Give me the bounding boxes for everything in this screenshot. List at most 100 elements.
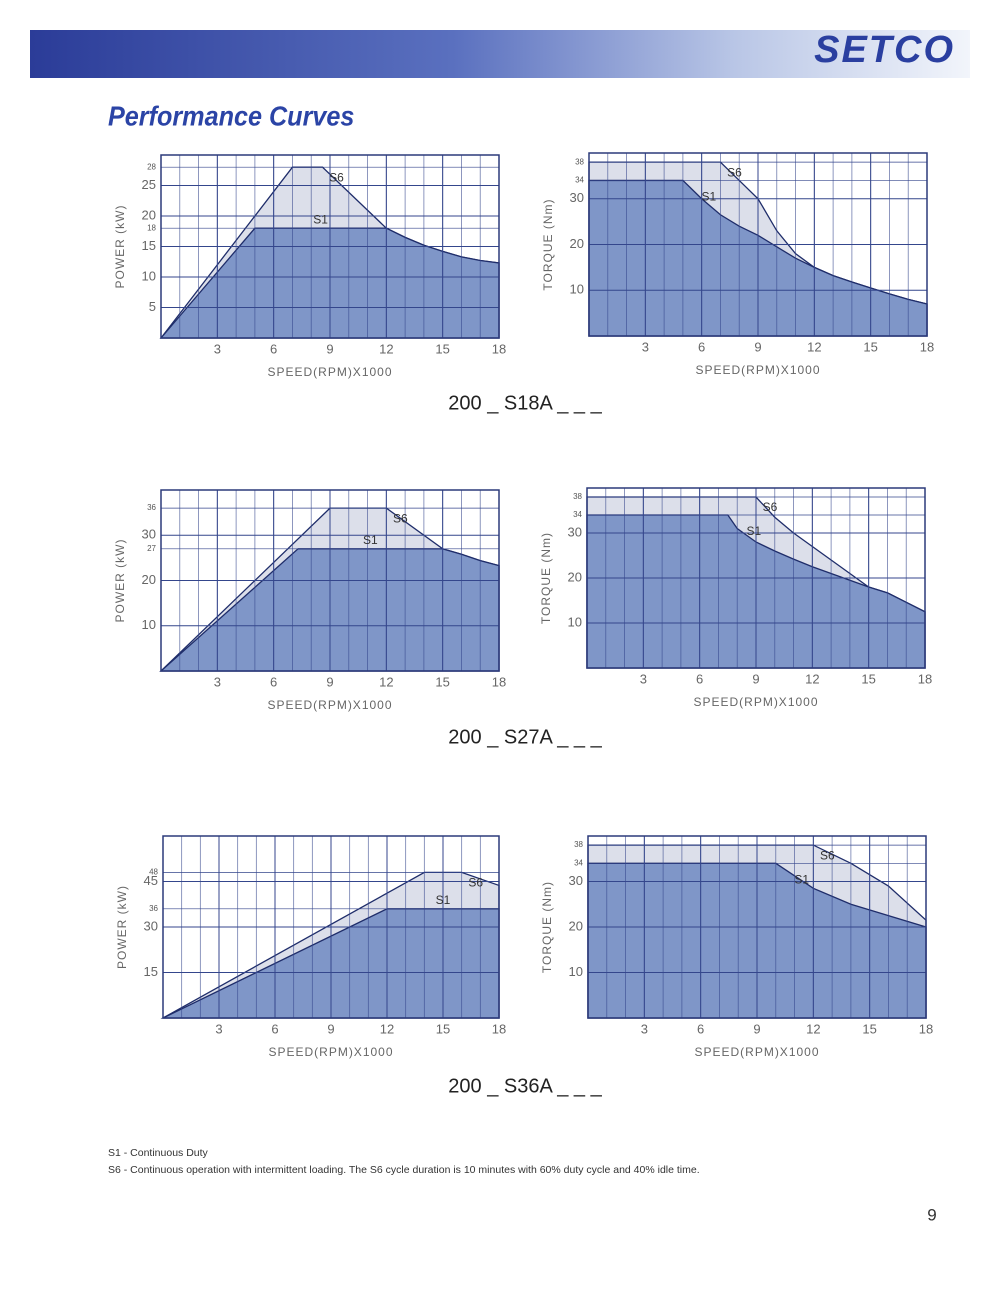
brand-logo: SETCO [814, 29, 955, 71]
y-axis-label: TORQUE (Nm) [540, 881, 554, 973]
y-tick-label: 20 [570, 236, 584, 251]
series-label: S1 [313, 212, 328, 226]
plot-frame [588, 152, 928, 337]
x-tick-label: 15 [436, 1021, 450, 1036]
y-tick-label: 34 [573, 510, 582, 519]
x-tick-label: 18 [919, 1021, 933, 1036]
x-tick-label: 18 [492, 674, 506, 689]
x-tick-label: 6 [271, 1021, 278, 1036]
header-band [30, 30, 970, 78]
x-axis-label: SPEED(RPM)X1000 [695, 363, 820, 377]
x-tick-label: 18 [920, 339, 934, 354]
chart: 3 6 9 12 15 18 10 20 30 34 38 S6 S1 SPEED(RPM)X1000 TO… [540, 835, 933, 1059]
series-label: S1 [794, 872, 809, 886]
page-title: Performance Curves [108, 100, 354, 132]
x-tick-label: 15 [863, 339, 877, 354]
y-tick-label: 20 [569, 918, 583, 933]
footnote: S1 - Continuous Duty [108, 1147, 209, 1159]
y-tick-label: 30 [568, 524, 582, 539]
y-tick-label: 38 [573, 492, 582, 501]
model-label: 200 _ S18A _ _ _ [448, 392, 602, 414]
y-tick-label: 30 [570, 190, 584, 205]
y-tick-label: 38 [575, 157, 584, 166]
y-tick-label: 20 [142, 572, 156, 587]
series-label: S6 [763, 500, 778, 514]
y-tick-label: 34 [575, 176, 584, 185]
x-tick-label: 9 [752, 671, 759, 686]
x-tick-label: 12 [379, 341, 393, 356]
y-tick-label: 34 [574, 858, 583, 867]
y-tick-label: 36 [149, 904, 158, 913]
x-tick-label: 6 [697, 1021, 704, 1036]
x-tick-label: 12 [807, 339, 821, 354]
y-axis-label: POWER (kW) [113, 539, 127, 623]
x-tick-label: 18 [492, 1021, 506, 1036]
series-label: S6 [329, 170, 344, 184]
model-label: 200 _ S27A _ _ _ [448, 726, 602, 748]
x-tick-label: 9 [327, 1021, 334, 1036]
y-tick-label: 30 [569, 873, 583, 888]
x-tick-label: 15 [862, 1021, 876, 1036]
series-label: S1 [436, 893, 451, 907]
y-tick-label: 30 [144, 918, 158, 933]
x-axis-label: SPEED(RPM)X1000 [267, 698, 392, 712]
x-tick-label: 15 [435, 674, 449, 689]
y-tick-label: 10 [142, 268, 156, 283]
series-label: S1 [746, 524, 761, 538]
y-tick-label: 10 [142, 617, 156, 632]
x-tick-label: 15 [861, 671, 875, 686]
x-tick-label: 9 [754, 339, 761, 354]
series-label: S1 [363, 533, 378, 547]
y-tick-label: 36 [147, 503, 156, 512]
chart: 3 6 9 12 15 18 10 20 30 34 38 S6 S1 SPEED(RPM)X1000 TO… [541, 152, 934, 377]
x-tick-label: 3 [641, 1021, 648, 1036]
x-tick-label: 3 [214, 341, 221, 356]
plot-frame [162, 835, 500, 1019]
x-tick-label: 12 [380, 1021, 394, 1036]
x-tick-label: 3 [642, 339, 649, 354]
y-tick-label: 45 [144, 873, 158, 888]
x-axis-label: SPEED(RPM)X1000 [694, 1045, 819, 1059]
x-tick-label: 3 [215, 1021, 222, 1036]
plot-frame [587, 835, 927, 1019]
x-tick-label: 6 [270, 341, 277, 356]
y-tick-label: 15 [142, 238, 156, 253]
y-axis-label: POWER (kW) [113, 205, 127, 289]
y-tick-label: 10 [569, 964, 583, 979]
series-label: S6 [468, 876, 483, 890]
model-label: 200 _ S36A _ _ _ [448, 1075, 602, 1097]
x-tick-label: 9 [326, 341, 333, 356]
y-tick-label: 48 [149, 868, 158, 877]
chart: 3 6 9 12 15 181530453648S6S1SPEED(RPM)X1000PO… [115, 835, 506, 1059]
x-tick-label: 3 [640, 671, 647, 686]
x-tick-label: 18 [492, 341, 506, 356]
chart: 3 6 9 12 15 181020302736S6S1SPEED(RPM)X1000PO… [113, 489, 506, 712]
page-number: 9 [927, 1205, 936, 1224]
plot-frame [160, 489, 500, 672]
y-tick-label: 20 [568, 569, 582, 584]
x-tick-label: 9 [753, 1021, 760, 1036]
x-tick-label: 9 [326, 674, 333, 689]
x-axis-label: SPEED(RPM)X1000 [267, 365, 392, 379]
chart: 3 6 9 12 15 18 5 10 15 20 25 18 28 S6 S1 SPEED(RPM)X100… [113, 154, 506, 379]
x-axis-label: SPEED(RPM)X1000 [268, 1045, 393, 1059]
y-tick-label: 28 [147, 162, 156, 171]
series-label: S6 [393, 511, 408, 525]
y-axis-label: TORQUE (Nm) [539, 532, 553, 624]
plot-frame [160, 154, 500, 339]
series-label: S6 [727, 165, 742, 179]
y-tick-label: 18 [147, 223, 156, 232]
plot-frame [586, 487, 926, 669]
x-tick-label: 6 [696, 671, 703, 686]
y-tick-label: 30 [142, 527, 156, 542]
y-tick-label: 10 [570, 282, 584, 297]
y-tick-label: 27 [147, 544, 156, 553]
series-label: S6 [820, 848, 835, 862]
y-tick-label: 15 [144, 964, 158, 979]
footnote: S6 - Continuous operation with intermitt… [108, 1164, 700, 1176]
x-tick-label: 12 [805, 671, 819, 686]
y-tick-label: 38 [574, 840, 583, 849]
